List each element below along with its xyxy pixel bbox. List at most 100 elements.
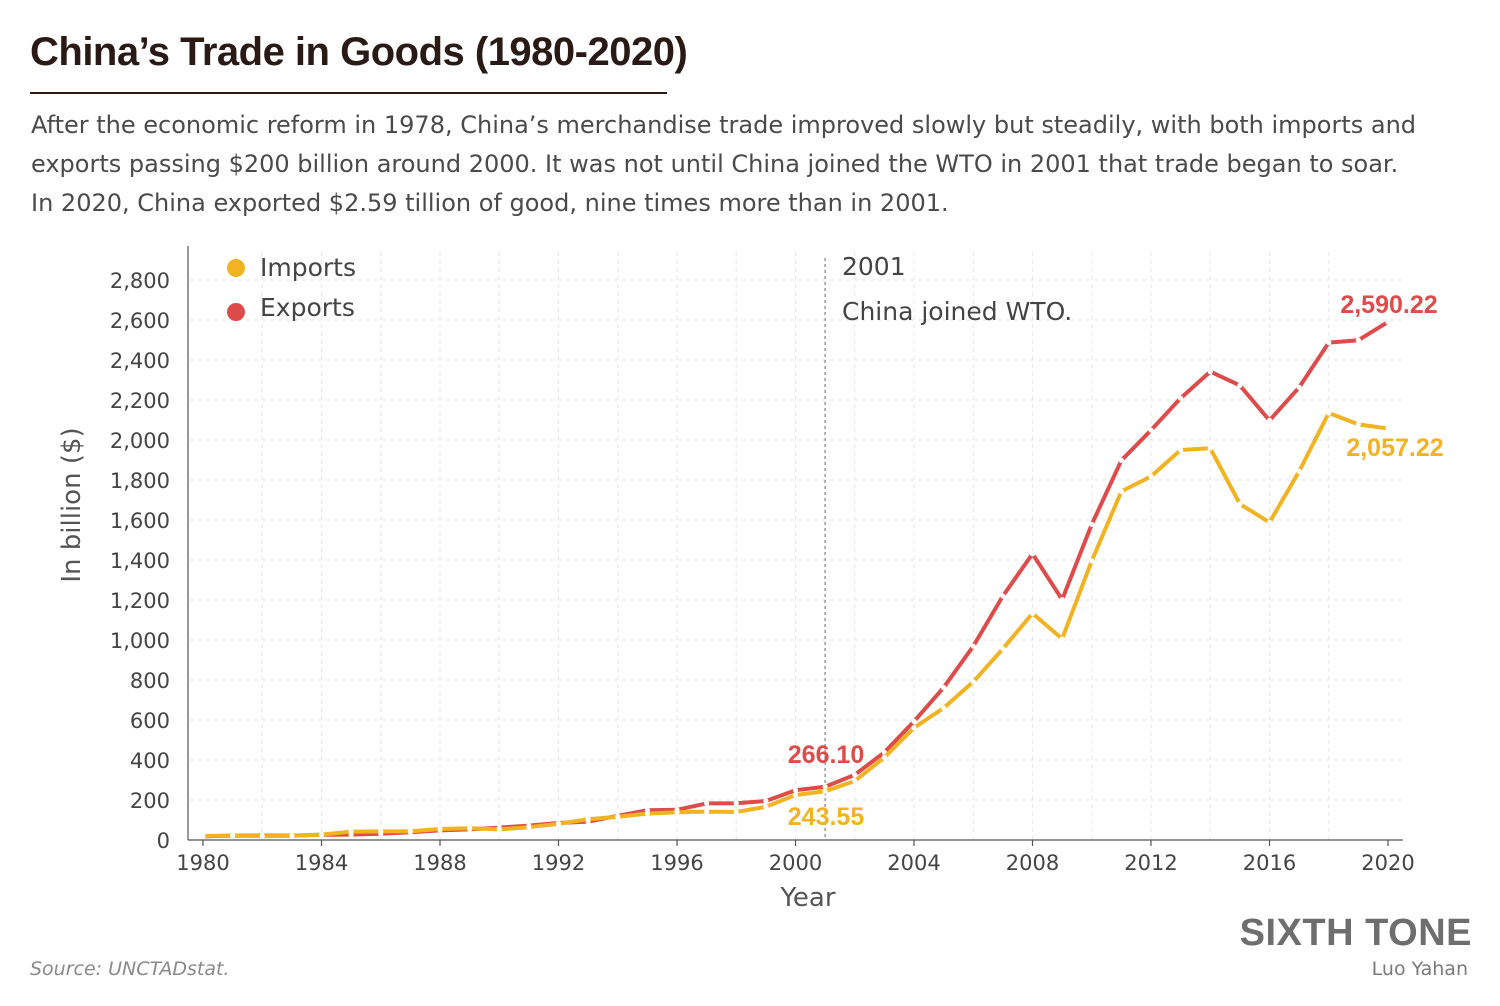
imports-point [230,833,236,839]
author-credit: Luo Yahan [1371,958,1468,980]
x-tick-label: 2004 [887,851,940,875]
imports-point [289,833,295,839]
imports-point [200,833,206,839]
imports-point [674,809,680,815]
imports-point [407,828,413,835]
imports-point [1237,501,1243,507]
imports-point [822,788,828,794]
y-tick-label: 2,800 [110,269,170,293]
imports-data-label: 243.55 [788,803,865,831]
exports-point [1237,382,1243,388]
imports-point [881,754,887,761]
brand-logo: SIXTH TONE [1239,912,1472,954]
y-tick-label: 200 [130,789,170,813]
exports-point [792,787,799,793]
exports-point [970,643,976,649]
x-tick-label: 1980 [176,851,229,875]
imports-point [555,821,562,827]
exports-point [1089,521,1095,528]
y-tick-label: 2,200 [110,389,170,413]
imports-point [704,809,710,815]
y-tick-label: 800 [130,669,170,693]
exports-point [1266,417,1273,423]
subtitle-line-2: exports passing $200 billion around 2000… [31,150,1399,178]
legend-exports-label: Exports [260,293,355,322]
exports-point [763,798,769,804]
y-tick-label: 2,400 [110,349,170,373]
wto-annotation-year: 2001 [842,252,906,281]
x-tick-label: 2008 [1006,851,1059,875]
imports-point [1029,610,1036,617]
wto-annotation-text: China joined WTO. [842,297,1072,326]
imports-point [437,826,443,832]
subtitle-line-1: After the economic reform in 1978, China… [31,111,1417,139]
exports-point [1148,427,1154,433]
subtitle-line-3: In 2020, China exported $2.59 tillion of… [31,189,949,217]
imports-point [1207,445,1213,451]
exports-point [1059,597,1065,603]
imports-point [496,826,502,833]
x-tick-label: 1984 [295,851,348,875]
imports-point [585,816,591,822]
x-tick-label: 1996 [650,851,703,875]
exports-point [822,784,828,790]
exports-point [1118,457,1124,463]
imports-point [941,705,947,711]
imports-point [644,811,650,817]
exports-point [911,718,917,725]
title-underline [30,92,667,94]
imports-point [1326,410,1332,416]
y-tick-label: 1,000 [110,629,170,653]
y-tick-label: 1,400 [110,549,170,573]
imports-point [318,832,325,838]
x-tick-label: 1988 [413,851,466,875]
imports-point [526,824,532,830]
chart-subtitle: After the economic reform in 1978, China… [31,106,1471,223]
y-tick-label: 0 [157,829,170,853]
imports-point [1000,646,1006,652]
source-note: Source: UNCTADstat. [30,958,230,980]
exports-data-label: 2,590.22 [1340,291,1437,319]
imports-point [852,778,858,784]
imports-point [1148,473,1154,479]
legend-imports-label: Imports [260,253,356,282]
exports-point [733,800,739,806]
page-title: China’s Trade in Goods (1980-2020) [30,30,688,74]
x-tick-label: 1992 [532,851,585,875]
imports-point [970,679,976,685]
imports-point [259,833,265,839]
imports-point [911,725,917,731]
imports-point [733,809,739,815]
y-tick-label: 600 [130,709,170,733]
y-tick-label: 2,000 [110,429,170,453]
imports-point [378,828,384,835]
x-tick-label: 2020 [1361,851,1414,875]
x-tick-label: 2016 [1243,851,1296,875]
exports-point [704,800,710,807]
imports-point [1296,468,1302,474]
exports-point [1296,384,1302,390]
imports-point [1385,425,1391,432]
exports-point [1326,340,1332,346]
legend-imports-marker [227,259,245,277]
imports-point [467,825,473,831]
x-axis-title: Year [779,883,835,913]
imports-point [1118,488,1124,494]
y-tick-label: 1,600 [110,509,170,533]
exports-point [1207,369,1213,375]
exports-point [1355,337,1361,343]
imports-point [615,814,621,820]
exports-point [1178,395,1184,401]
y-tick-label: 2,600 [110,309,170,333]
exports-point [1385,319,1391,325]
imports-point [1089,558,1095,564]
imports-point [1355,421,1361,427]
y-tick-label: 1,200 [110,589,170,613]
exports-point [941,685,947,691]
legend-exports-marker [227,303,245,321]
exports-point [1000,593,1006,599]
imports-point [1178,447,1184,453]
imports-point [763,804,769,810]
x-tick-label: 2000 [769,851,822,875]
